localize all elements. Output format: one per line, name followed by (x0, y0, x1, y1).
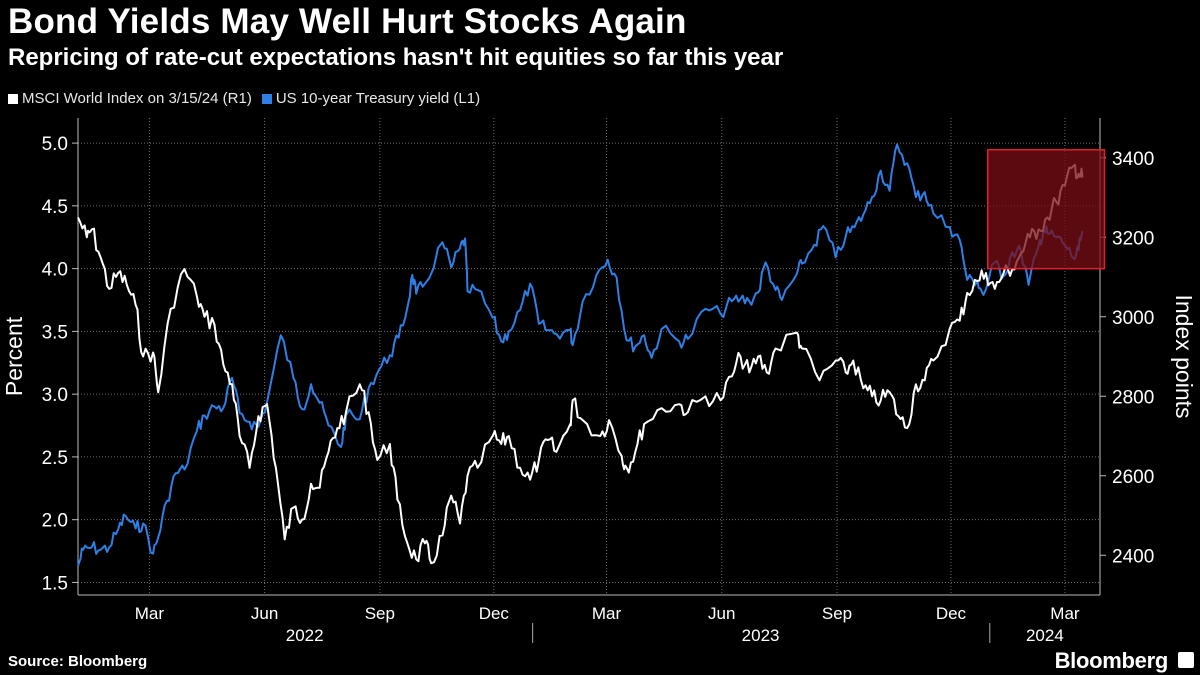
left-tick-label: 2.5 (42, 448, 68, 469)
year-label: 2022 (286, 626, 324, 645)
left-tick-label: 5.0 (42, 134, 68, 155)
left-tick-label: 4.0 (42, 260, 68, 281)
left-tick-label: 3.5 (42, 322, 68, 343)
highlight-box (987, 149, 1106, 270)
right-tick-label: 3200 (1112, 228, 1154, 249)
bloomberg-chart-icon (1178, 652, 1194, 668)
right-tick-label: 2600 (1112, 467, 1154, 488)
legend-swatch-msci (8, 93, 18, 104)
year-label: 2024 (1026, 626, 1064, 645)
left-tick-label: 2.0 (42, 511, 68, 532)
legend-item-yield: US 10-year Treasury yield (L1) (261, 90, 481, 107)
legend-item-msci: MSCI World Index on 3/15/24 (R1) (8, 90, 252, 107)
right-tick-label: 3400 (1112, 149, 1154, 170)
month-tick-label: Mar (135, 604, 165, 623)
month-tick-label: Mar (592, 604, 622, 623)
chart-title: Bond Yields May Well Hurt Stocks Again (8, 2, 687, 41)
chart-subtitle: Repricing of rate-cut expectations hasn'… (8, 44, 784, 71)
year-label: 2023 (742, 626, 780, 645)
legend-label-yield: US 10-year Treasury yield (L1) (275, 90, 481, 107)
legend-label-msci: MSCI World Index on 3/15/24 (R1) (22, 90, 252, 107)
right-axis-title: Index points (1171, 294, 1197, 418)
month-tick-label: Dec (936, 604, 967, 623)
right-tick-label: 3000 (1112, 308, 1154, 329)
series-line-yield (77, 143, 1084, 567)
right-tick-label: 2400 (1112, 546, 1154, 567)
brand-logo-text: Bloomberg (1054, 648, 1169, 673)
left-tick-label: 4.5 (42, 197, 68, 218)
month-tick-label: Mar (1050, 604, 1080, 623)
left-axis-title: Percent (1, 316, 27, 396)
legend: MSCI World Index on 3/15/24 (R1) US 10-y… (8, 90, 490, 107)
legend-swatch-yield (261, 93, 272, 104)
month-tick-label: Jun (708, 604, 735, 623)
month-tick-label: Sep (365, 604, 395, 623)
month-tick-label: Jun (251, 604, 278, 623)
series-line-msci (77, 163, 1084, 565)
source-note: Source: Bloomberg (8, 653, 148, 670)
left-tick-label: 3.0 (42, 385, 68, 406)
right-tick-label: 2800 (1112, 387, 1154, 408)
left-tick-label: 1.5 (42, 573, 68, 594)
month-tick-label: Dec (479, 604, 510, 623)
month-tick-label: Sep (822, 604, 852, 623)
